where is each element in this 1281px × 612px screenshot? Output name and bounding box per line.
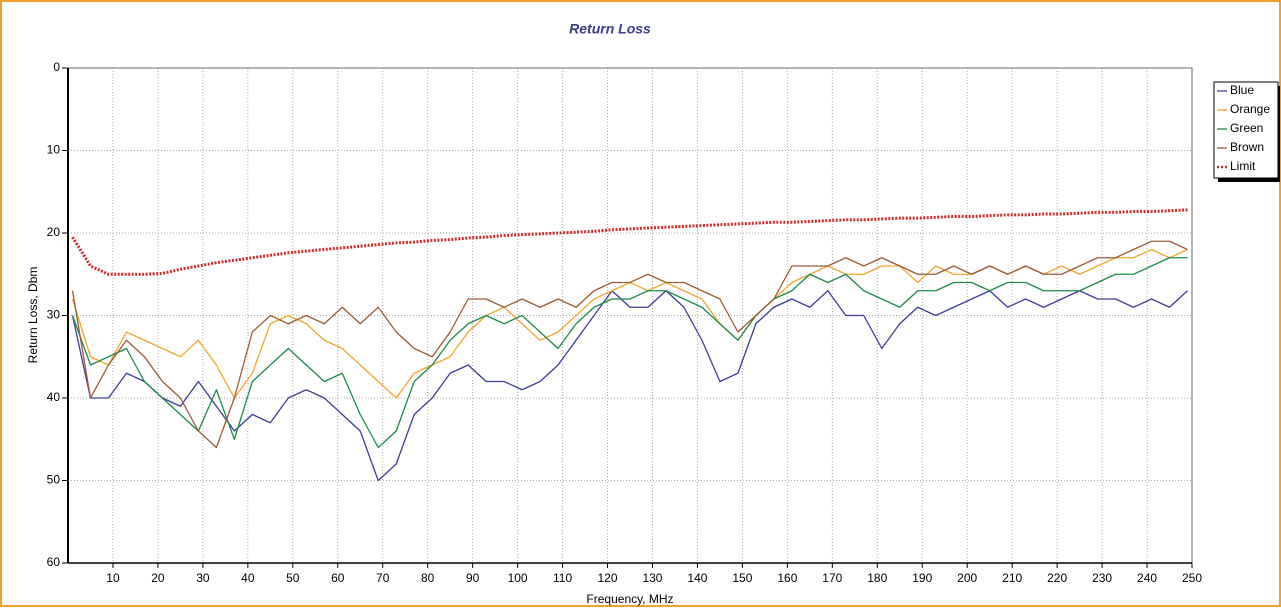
series-line <box>71 208 1188 276</box>
legend-label: Blue <box>1230 83 1254 97</box>
x-tick-label: 70 <box>376 571 390 585</box>
x-tick-label: 160 <box>777 571 797 585</box>
x-tick-label: 10 <box>106 571 120 585</box>
y-axis-label: Return Loss, Dbm <box>26 267 40 364</box>
x-tick-label: 190 <box>912 571 932 585</box>
x-tick-label: 250 <box>1182 571 1202 585</box>
x-tick-label: 110 <box>553 571 572 585</box>
x-tick-label: 210 <box>1002 571 1022 585</box>
y-tick-label: 40 <box>47 390 61 404</box>
chart-title: Return Loss <box>569 21 651 37</box>
x-tick-label: 130 <box>642 571 662 585</box>
x-tick-label: 200 <box>957 571 977 585</box>
legend-label: Brown <box>1230 140 1264 154</box>
x-axis-label: Frequency, MHz <box>586 592 673 606</box>
legend-label: Green <box>1230 121 1263 135</box>
x-tick-label: 40 <box>241 571 255 585</box>
series-lines <box>71 208 1188 482</box>
y-tick-label: 20 <box>47 225 61 239</box>
x-tick-label: 120 <box>598 571 618 585</box>
x-tick-label: 60 <box>331 571 345 585</box>
x-tick-label: 90 <box>466 571 480 585</box>
x-tick-label: 20 <box>151 571 165 585</box>
legend-label: Limit <box>1230 159 1256 173</box>
series-line <box>71 290 1188 482</box>
x-tick-label: 230 <box>1092 571 1112 585</box>
x-tick-label: 180 <box>867 571 887 585</box>
y-tick-label: 60 <box>47 555 61 569</box>
y-tick-label: 10 <box>47 143 61 157</box>
x-tick-label: 30 <box>196 571 210 585</box>
x-tick-label: 100 <box>508 571 528 585</box>
y-tick-label: 30 <box>47 308 61 322</box>
series-line <box>71 240 1188 449</box>
legend-label: Orange <box>1230 102 1270 116</box>
y-tick-label: 0 <box>53 60 60 74</box>
x-tick-label: 50 <box>286 571 300 585</box>
legend-box <box>1213 81 1279 179</box>
x-tick-label: 140 <box>687 571 707 585</box>
y-tick-label: 50 <box>47 473 61 487</box>
legend: Blue Orange Green Brown Limit <box>1213 81 1280 182</box>
x-tick-label: 220 <box>1047 571 1067 585</box>
x-tick-label: 240 <box>1137 571 1157 585</box>
x-tick-label: 150 <box>732 571 752 585</box>
series-line <box>71 257 1188 449</box>
x-tick-label: 170 <box>822 571 842 585</box>
x-tick-label: 80 <box>421 571 435 585</box>
